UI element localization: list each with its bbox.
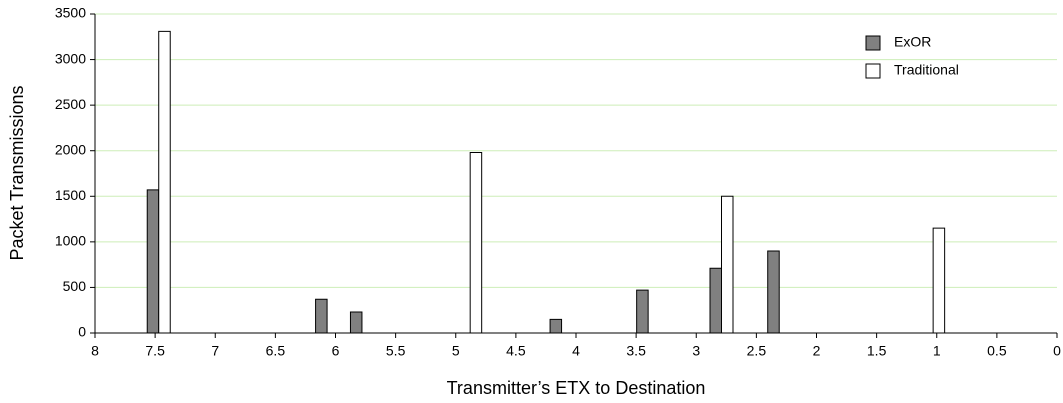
- x-tick-label: 6: [332, 343, 340, 359]
- bar: [932, 227, 946, 334]
- y-tick-label: 500: [63, 278, 87, 294]
- bar: [469, 152, 483, 334]
- bar: [636, 289, 649, 334]
- y-tick-label: 3500: [55, 5, 86, 21]
- x-tick-label: 7: [211, 343, 219, 359]
- y-tick-label: 0: [78, 324, 86, 340]
- bar: [549, 318, 563, 334]
- y-tick-label: 3000: [55, 50, 86, 66]
- y-axis-title: Packet Transmissions: [7, 85, 27, 260]
- x-tick-label: 1.5: [867, 343, 887, 359]
- x-tick-label: 7.5: [145, 343, 165, 359]
- bar: [767, 250, 780, 334]
- y-tick-label: 1000: [55, 233, 86, 249]
- x-tick-label: 1: [933, 343, 941, 359]
- legend-swatch: [865, 63, 881, 79]
- y-tick-label: 2500: [55, 96, 86, 112]
- x-axis-title: Transmitter’s ETX to Destination: [447, 378, 706, 398]
- bar: [315, 298, 328, 334]
- legend-label: ExOR: [894, 34, 931, 50]
- x-tick-label: 6.5: [266, 343, 286, 359]
- bar: [146, 189, 160, 334]
- x-tick-label: 3.5: [626, 343, 646, 359]
- x-tick-label: 2: [813, 343, 821, 359]
- x-tick-label: 0.5: [987, 343, 1007, 359]
- x-tick-label: 5.5: [386, 343, 406, 359]
- bar: [349, 311, 363, 334]
- x-tick-label: 4.5: [506, 343, 526, 359]
- y-tick-label: 2000: [55, 141, 86, 157]
- bar: [158, 30, 171, 334]
- x-tick-label: 0: [1053, 343, 1061, 359]
- bar: [721, 195, 734, 334]
- x-tick-label: 8: [91, 343, 99, 359]
- x-tick-label: 4: [572, 343, 580, 359]
- x-tick-label: 2.5: [747, 343, 767, 359]
- legend-label: Traditional: [894, 62, 959, 78]
- bar: [709, 267, 723, 334]
- legend-swatch: [865, 35, 881, 51]
- x-tick-label: 5: [452, 343, 460, 359]
- x-tick-label: 3: [692, 343, 700, 359]
- y-tick-label: 1500: [55, 187, 86, 203]
